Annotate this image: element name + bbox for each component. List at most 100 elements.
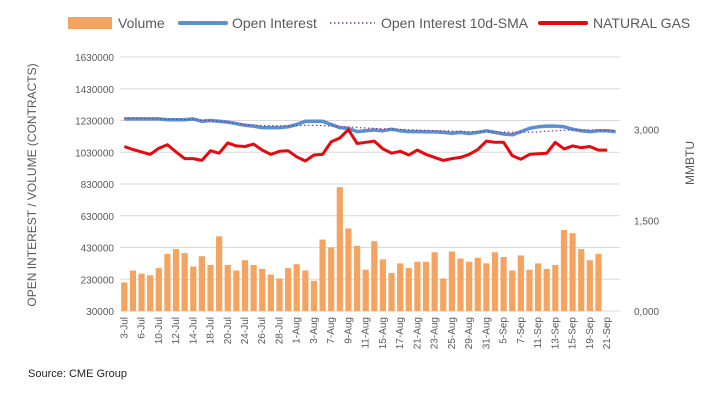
legend-label-natural-gas: NATURAL GAS [593, 15, 690, 31]
volume-bar [405, 268, 412, 311]
volume-bar [353, 245, 361, 311]
left-tick-label: 430000 [81, 244, 115, 255]
volume-bar [190, 266, 197, 311]
right-tick-label: 0,000 [634, 307, 659, 318]
right-axis: 0,000 1,500 3,000 [634, 126, 659, 318]
volume-bar [543, 268, 550, 311]
volume-bar [285, 268, 292, 311]
volume-bar [578, 249, 585, 311]
left-tick-label: 630000 [81, 212, 115, 223]
open-interest-line [124, 117, 616, 137]
volume-bar [164, 253, 171, 311]
volume-bar [121, 282, 128, 311]
natural-gas-line [123, 128, 608, 163]
volume-bar [259, 268, 266, 311]
volume-bar [371, 241, 378, 311]
legend-swatch-volume [68, 17, 112, 29]
volume-bar [207, 264, 214, 311]
left-tick-label: 230000 [81, 275, 115, 286]
right-axis-title: MMBTU [683, 141, 697, 185]
volume-bar [172, 249, 180, 311]
volume-bar [302, 270, 309, 311]
volume-bar [328, 247, 335, 311]
x-tick-label: 25-Aug [447, 317, 458, 349]
volume-bar [129, 270, 137, 311]
volume-bar [388, 272, 395, 311]
x-tick-label: 7-Aug [326, 317, 337, 344]
left-tick-label: 1630000 [75, 53, 114, 64]
volume-bar [276, 278, 283, 311]
volume-bar [448, 251, 455, 311]
left-tick-label: 1430000 [75, 85, 114, 96]
volume-bar [414, 261, 421, 311]
volume-bar [431, 252, 438, 311]
volume-bar [138, 273, 145, 311]
x-tick-label: 3-Aug [309, 317, 320, 344]
x-tick-label: 15-Aug [378, 317, 389, 349]
x-tick-label: 6-Jul [137, 317, 148, 339]
volume-bar [198, 256, 205, 311]
left-tick-label: 1230000 [75, 117, 114, 128]
volume-bar [560, 230, 568, 311]
volume-bar [362, 269, 369, 311]
x-tick-label: 21-Aug [412, 317, 423, 349]
volume-bar [535, 263, 542, 311]
x-tick-label: 26-Jul [257, 317, 268, 344]
x-tick-label: 14-Jul [188, 317, 199, 344]
volume-bar [422, 261, 430, 311]
volume-bar [293, 264, 300, 311]
x-tick-label: 11-Aug [361, 317, 372, 349]
x-tick-label: 23-Aug [430, 317, 441, 349]
x-tick-label: 19-Sep [585, 317, 596, 350]
source-note: Source: CME Group [28, 368, 127, 380]
volume-bar [336, 187, 343, 311]
x-axis: 3-Jul 6-Jul 10-Jul 12-Jul 14-Jul 18-Jul 20-Jul… [119, 317, 613, 350]
x-tick-label: 28-Jul [274, 317, 285, 344]
x-tick-label: 13-Sep [550, 317, 561, 350]
left-axis-title: OPEN INTEREST / VOLUME (CONTRACTS) [25, 63, 39, 306]
volume-bar [147, 275, 154, 311]
right-tick-label: 1,500 [634, 216, 659, 227]
x-tick-label: 18-Jul [206, 317, 217, 344]
legend-label-sma: Open Interest 10d-SMA [381, 15, 529, 31]
volume-bar [241, 260, 249, 311]
volume-bar [379, 259, 387, 311]
volume-bar [457, 258, 464, 311]
volume-bar [500, 257, 507, 311]
volume-bar [319, 239, 326, 311]
x-tick-label: 1-Aug [292, 317, 303, 344]
x-tick-label: 20-Jul [223, 317, 234, 344]
x-tick-label: 15-Sep [568, 317, 579, 350]
volume-bar [474, 257, 481, 311]
volume-bar [224, 264, 231, 311]
legend-label-volume: Volume [118, 15, 165, 31]
series-lines [123, 117, 616, 163]
volume-bar [517, 255, 524, 311]
volume-bar [491, 252, 499, 311]
right-tick-label: 3,000 [634, 126, 659, 137]
volume-bar [181, 253, 188, 311]
x-tick-label: 7-Sep [516, 317, 527, 344]
x-tick-label: 11-Sep [533, 317, 544, 349]
left-tick-label: 1030000 [75, 148, 114, 159]
volume-bar [233, 270, 240, 311]
volume-bar [586, 260, 593, 311]
x-tick-label: 24-Jul [240, 317, 251, 344]
volume-bar [440, 278, 447, 311]
x-tick-label: 5-Sep [499, 317, 510, 344]
x-tick-label: 21-Sep [602, 317, 613, 350]
x-tick-label: 17-Aug [395, 317, 406, 349]
left-tick-label: 830000 [81, 180, 115, 191]
x-tick-label: 9-Aug [343, 317, 354, 344]
x-tick-label: 12-Jul [171, 317, 182, 344]
x-tick-label: 29-Aug [464, 317, 475, 349]
volume-bar [250, 264, 257, 311]
volume-bar [483, 263, 490, 311]
legend-label-open-interest: Open Interest [232, 15, 317, 31]
volume-bar [345, 228, 352, 311]
volume-bar [569, 233, 576, 311]
x-tick-label: 3-Jul [119, 317, 130, 339]
volume-bar [397, 263, 404, 311]
volume-bar [526, 269, 533, 311]
